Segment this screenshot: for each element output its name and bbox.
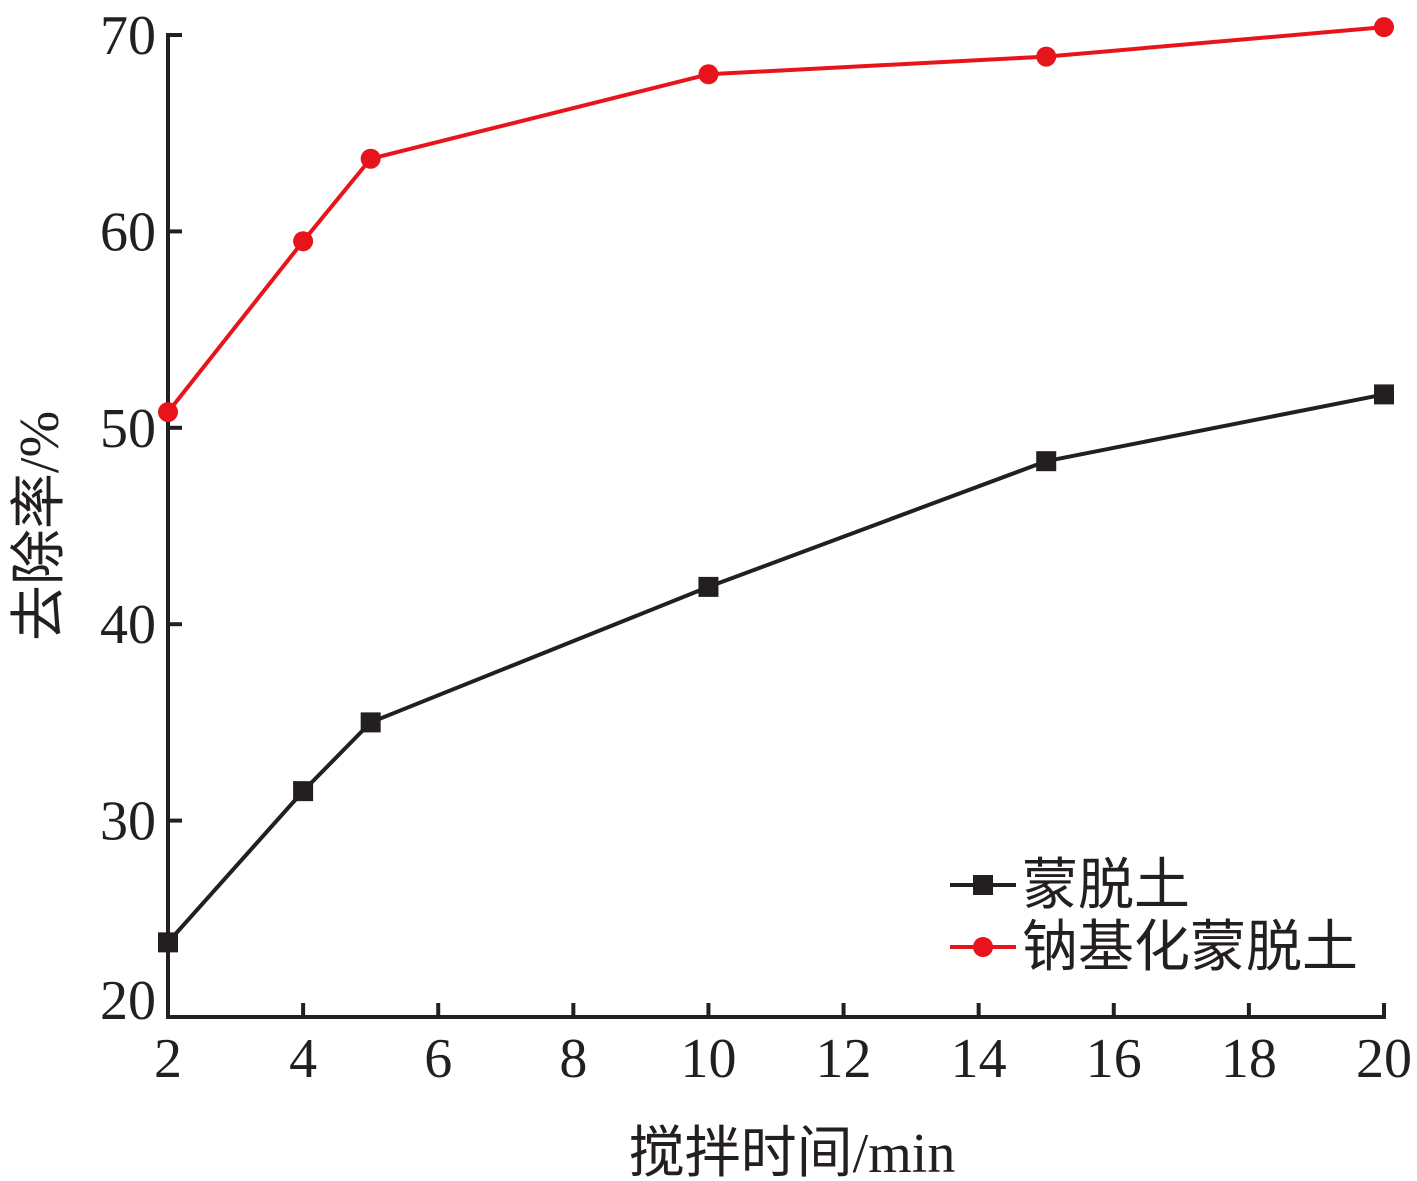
y-tick-label: 50 bbox=[100, 398, 156, 460]
x-tick-label: 18 bbox=[1221, 1028, 1277, 1090]
series-line bbox=[166, 392, 1385, 944]
data-point-circle bbox=[360, 148, 381, 169]
legend-label: 钠基化蒙脱土 bbox=[1022, 917, 1358, 979]
legend-entry-1: 蒙脱土 bbox=[950, 855, 1190, 917]
axes: 20 30 40 50 60 70 2 4 6 8 10 12 14 16 18 20 bbox=[100, 5, 1412, 1090]
data-point-square bbox=[1374, 384, 1394, 405]
legend-marker-square bbox=[973, 875, 993, 895]
data-point-square bbox=[360, 712, 381, 733]
y-tick-label: 20 bbox=[100, 970, 156, 1032]
x-tick-label: 12 bbox=[816, 1028, 872, 1090]
x-tick-label: 20 bbox=[1356, 1028, 1412, 1090]
series-1 bbox=[158, 384, 1394, 953]
x-tick-label: 8 bbox=[559, 1028, 587, 1090]
data-point-square bbox=[293, 781, 314, 802]
x-tick-label: 2 bbox=[154, 1028, 182, 1090]
y-tick-label: 60 bbox=[100, 201, 156, 263]
data-point-square bbox=[158, 932, 178, 953]
data-point-circle bbox=[158, 402, 178, 423]
series-line bbox=[166, 25, 1385, 414]
y-tick-label: 30 bbox=[100, 791, 156, 853]
series-2 bbox=[158, 17, 1394, 423]
y-axis-title: 去除率/% bbox=[9, 411, 71, 641]
legend-label: 蒙脱土 bbox=[1022, 855, 1190, 917]
y-tick-label: 70 bbox=[100, 5, 156, 67]
x-tick-label: 14 bbox=[951, 1028, 1007, 1090]
data-point-circle bbox=[293, 231, 314, 252]
x-tick-label: 10 bbox=[680, 1028, 736, 1090]
data-point-circle bbox=[1374, 17, 1394, 38]
data-point-circle bbox=[698, 64, 719, 85]
x-tick-label: 4 bbox=[289, 1028, 317, 1090]
data-point-square bbox=[698, 576, 719, 597]
series-layer bbox=[158, 17, 1394, 953]
x-tick-label: 6 bbox=[424, 1028, 452, 1090]
data-point-circle bbox=[1036, 46, 1057, 67]
y-tick-label: 40 bbox=[100, 594, 156, 656]
x-tick-label: 16 bbox=[1086, 1028, 1142, 1090]
legend-entry-2: 钠基化蒙脱土 bbox=[950, 917, 1358, 979]
x-axis-title: 搅拌时间/min bbox=[629, 1123, 956, 1181]
data-point-square bbox=[1036, 451, 1057, 472]
legend-marker-circle bbox=[973, 937, 993, 957]
